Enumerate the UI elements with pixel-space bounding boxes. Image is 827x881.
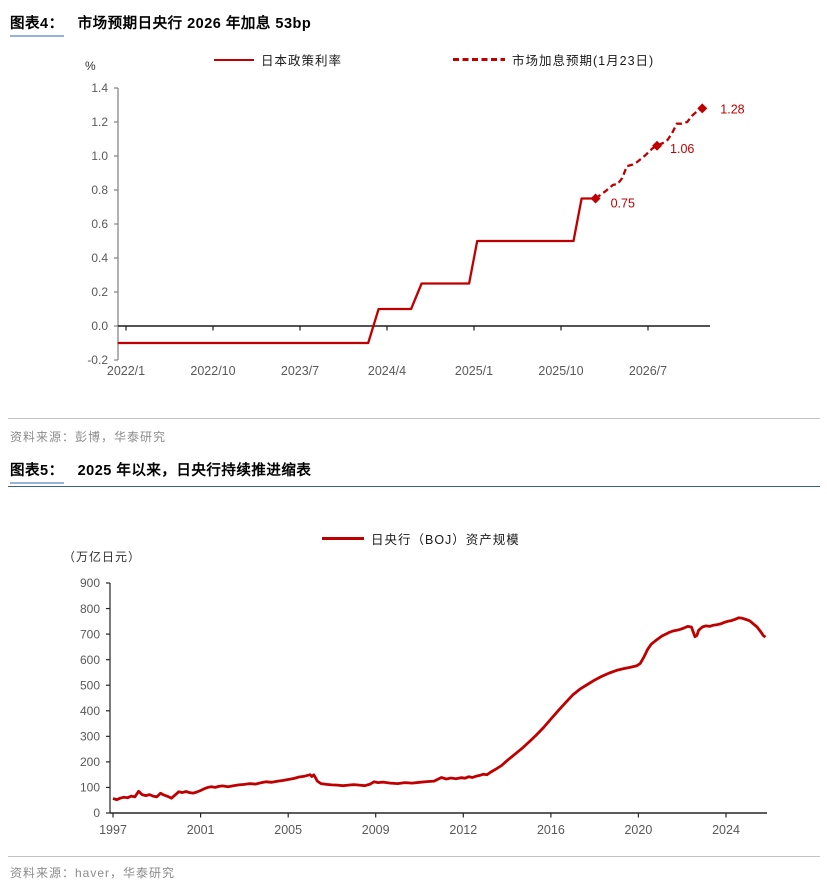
y-tick-label: 1.4 [91,81,108,95]
y-tick-label: 0.4 [91,251,108,265]
data-series-line [112,616,767,802]
chart1-legend-item-hike-expectation: 市场加息预期(1月23日) [453,50,654,69]
x-tick-label: 2026/7 [629,364,667,378]
y-tick-label: 400 [80,704,100,718]
chart1-unit-label: % [85,59,97,73]
legend-label: 日本政策利率 [261,54,343,68]
y-tick-label: 100 [80,781,100,795]
figure5-title-row: 图表5： 2025 年以来，日央行持续推进缩表 [10,459,311,484]
x-tick-label: 2001 [187,823,215,837]
divider-line [8,856,820,857]
x-tick-label: 2016 [537,823,565,837]
x-tick-label: 2023/7 [281,364,319,378]
y-tick-label: 0.8 [91,183,108,197]
x-tick-label: 2022/1 [107,364,145,378]
legend-line-dashed-icon [453,58,505,61]
y-tick-label: 0 [93,806,100,820]
chart2-boj-assets-plot: 0 100 200 300 400 500 600 700 800 900 1997 2001 2005… [80,576,767,837]
x-tick-label: 2024 [712,823,740,837]
legend-line-solid-icon [322,537,364,540]
y-tick-label: 300 [80,730,100,744]
marker-value-label: 1.28 [720,102,744,116]
divider-line [8,418,820,419]
y-tick-label: 900 [80,576,100,590]
y-tick-label: 0.2 [91,285,108,299]
x-tick-label: 2009 [362,823,390,837]
y-tick-label: 800 [80,602,100,616]
marker-diamond-icon [652,140,663,151]
divider-line-blue [8,486,820,487]
legend-line-solid-icon [214,58,254,61]
marker-value-label: 1.06 [670,142,694,156]
figure5-title: 2025 年以来，日央行持续推进缩表 [77,463,312,479]
marker-diamond-icon [697,103,708,114]
chart2-unit-label: （万亿日元） [63,550,142,564]
figure5-source: 资料来源：haver，华泰研究 [10,866,176,880]
legend-label: 市场加息预期(1月23日) [512,54,655,68]
x-tick-label: 1997 [99,823,127,837]
chart1-policy-rate-plot: -0.2 0.0 0.2 0.4 0.6 0.8 1.0 1.2 1.4 2022/1 2022/1… [87,81,744,378]
chart2-legend-item-boj-assets: 日央行（BOJ）资产规模 [322,529,520,548]
x-tick-label: 2020 [624,823,652,837]
legend-label: 日央行（BOJ）资产规模 [371,533,520,547]
chart1-legend-item-policy-rate: 日本政策利率 [214,50,342,69]
figure4-title: 市场预期日央行 2026 年加息 53bp [77,16,312,32]
figure4-title-row: 图表4： 市场预期日央行 2026 年加息 53bp [10,12,311,37]
y-tick-label: 1.0 [91,149,108,163]
y-tick-label: 600 [80,653,100,667]
x-tick-label: 2025/1 [455,364,493,378]
marker-value-label: 0.75 [611,197,635,211]
y-tick-label: 500 [80,678,100,692]
x-tick-label: 2025/10 [538,364,583,378]
figure5-label: 图表5： [10,459,64,484]
marker-diamond-icon [590,193,601,204]
y-tick-label: 700 [80,627,100,641]
y-tick-label: 0.0 [91,319,108,333]
x-tick-label: 2012 [449,823,477,837]
figure4-source: 资料来源：彭博，华泰研究 [10,430,167,444]
y-tick-label: 1.2 [91,115,108,129]
x-tick-label: 2022/10 [190,364,235,378]
y-tick-label: 200 [80,755,100,769]
y-tick-label: 0.6 [91,217,108,231]
y-tick-label: -0.2 [87,353,108,367]
figure4-label: 图表4： [10,12,64,37]
x-tick-label: 2005 [274,823,302,837]
x-tick-label: 2024/4 [368,364,406,378]
data-series-line [117,197,596,345]
